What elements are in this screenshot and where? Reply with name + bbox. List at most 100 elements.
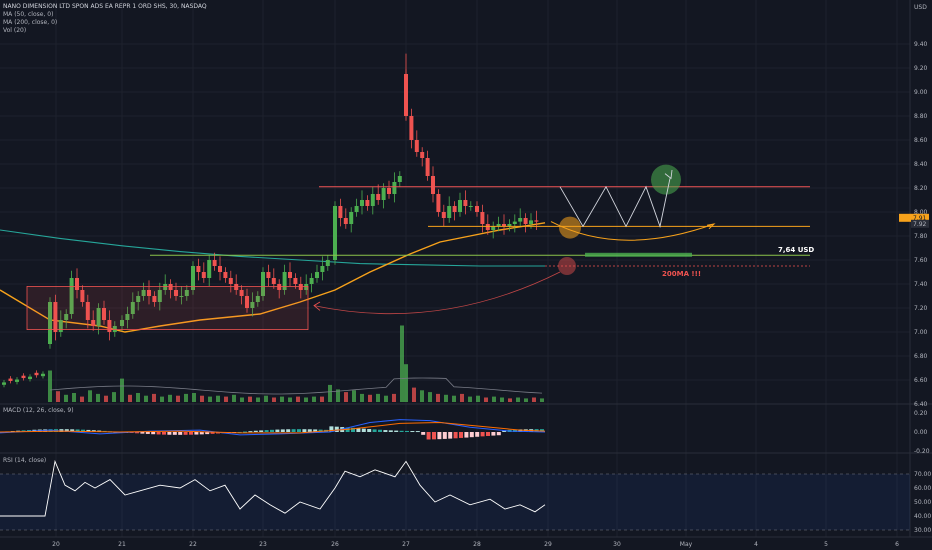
candle-body [463,200,468,206]
candle-body [392,182,397,194]
macd-histogram-bar [437,432,442,440]
candle-body [271,278,276,284]
price-tick-label: 8.80 [914,113,928,120]
price-tick-label: 9.00 [914,89,928,96]
volume-bar [492,396,496,402]
macd-histogram-bar [361,428,366,432]
breakout-circle [651,164,681,195]
macd-histogram-bar [442,432,447,439]
volume-bar [404,364,408,402]
volume-bar [48,370,52,402]
macd-histogram-bar [199,432,204,435]
macd-histogram-bar [286,429,291,432]
volume-bar [120,378,124,402]
zigzag-arrowhead [664,169,673,180]
macd-histogram-bar [70,429,75,432]
macd-histogram-bar [135,432,139,434]
retest-arrowhead [313,301,321,311]
volume-bar [56,391,60,402]
volume-bar [460,393,464,402]
last-price-badge [911,219,929,228]
macd-legend[interactable]: MACD (12, 26, close, 9) [3,407,74,414]
candle-body [179,296,184,297]
candle-body [365,200,370,206]
macd-histogram-bar [189,432,193,435]
candle-body [293,278,298,284]
candle-body [245,296,249,308]
ma-price-badge [899,213,929,222]
macd-histogram-bar [156,432,161,435]
candle-body [8,378,13,381]
volume-bar [392,393,396,402]
price-tick-label: 9.20 [914,65,928,72]
volume-bar [144,395,148,402]
rsi-line [0,459,546,517]
candle-body [381,188,386,200]
ma50-legend[interactable]: MA (50, close, 0) [3,11,54,18]
candle-body [452,206,457,212]
volume-bar [192,393,196,402]
macd-signal-line [0,421,546,434]
trade-annotations: 7,64 USD 200MA !!! [26,164,814,330]
volume-bar [248,396,252,402]
volume-bar [208,396,212,402]
time-tick-label: 21 [118,541,126,548]
candle-body [512,221,517,224]
candle-body [436,194,441,212]
volume-bar [112,392,116,402]
macd-histogram-bar [178,432,183,435]
rsi-tick-label: 60.00 [914,485,931,492]
volume-bar [436,393,440,402]
macd-histogram-bar [162,432,166,435]
volume-bar [320,396,324,402]
candle-body [152,296,157,302]
time-tick-label: 26 [331,541,339,548]
volume-bar [240,397,244,402]
candle-body [425,158,430,176]
volume-bar [256,397,260,402]
macd-histogram-bar [302,429,307,432]
volume-bar [476,395,480,402]
volume-bar [368,394,372,402]
rsi-legend[interactable]: RSI (14, close) [3,457,47,464]
candle-body [91,320,96,326]
macd-histogram-bar [475,432,480,437]
candle-body [28,376,32,380]
macd-histogram-bar [183,432,188,435]
retest-curve [313,271,561,315]
ma200-legend[interactable]: MA (200, close, 0) [3,19,58,26]
volume-bar [88,390,92,402]
price-tick-label: 6.80 [914,353,928,360]
candle-body [21,375,26,379]
candle-body [48,302,52,344]
candle-body [34,372,39,376]
candle-body [288,272,292,278]
macd-histogram-bar [172,432,177,435]
volume-bar [280,396,284,402]
candle-body [141,290,146,296]
candle-body [261,272,265,296]
time-tick-label: 4 [754,541,758,548]
candle-body [370,194,375,206]
candle-body [523,218,528,224]
macd-pane [0,419,546,440]
candle-body [529,220,533,224]
candle-body [112,326,117,332]
ma200-warning-label: 200MA !!! [662,270,701,278]
candle-body [147,290,151,296]
volume-bar [160,396,164,402]
rsi-band [0,474,910,530]
price-tick-label: 8.60 [914,137,928,144]
candle-body [502,224,506,227]
macd-tick-label: 0.00 [914,429,928,436]
volume-bar [176,395,180,402]
volume-bar [484,397,488,402]
candle-body [338,206,343,218]
candle-body [64,314,69,320]
candle-body [266,272,271,278]
macd-histogram-bar [518,429,523,432]
volume-legend[interactable]: Vol (20) [3,27,27,34]
candle-body [485,224,490,230]
candle-body [250,302,255,308]
